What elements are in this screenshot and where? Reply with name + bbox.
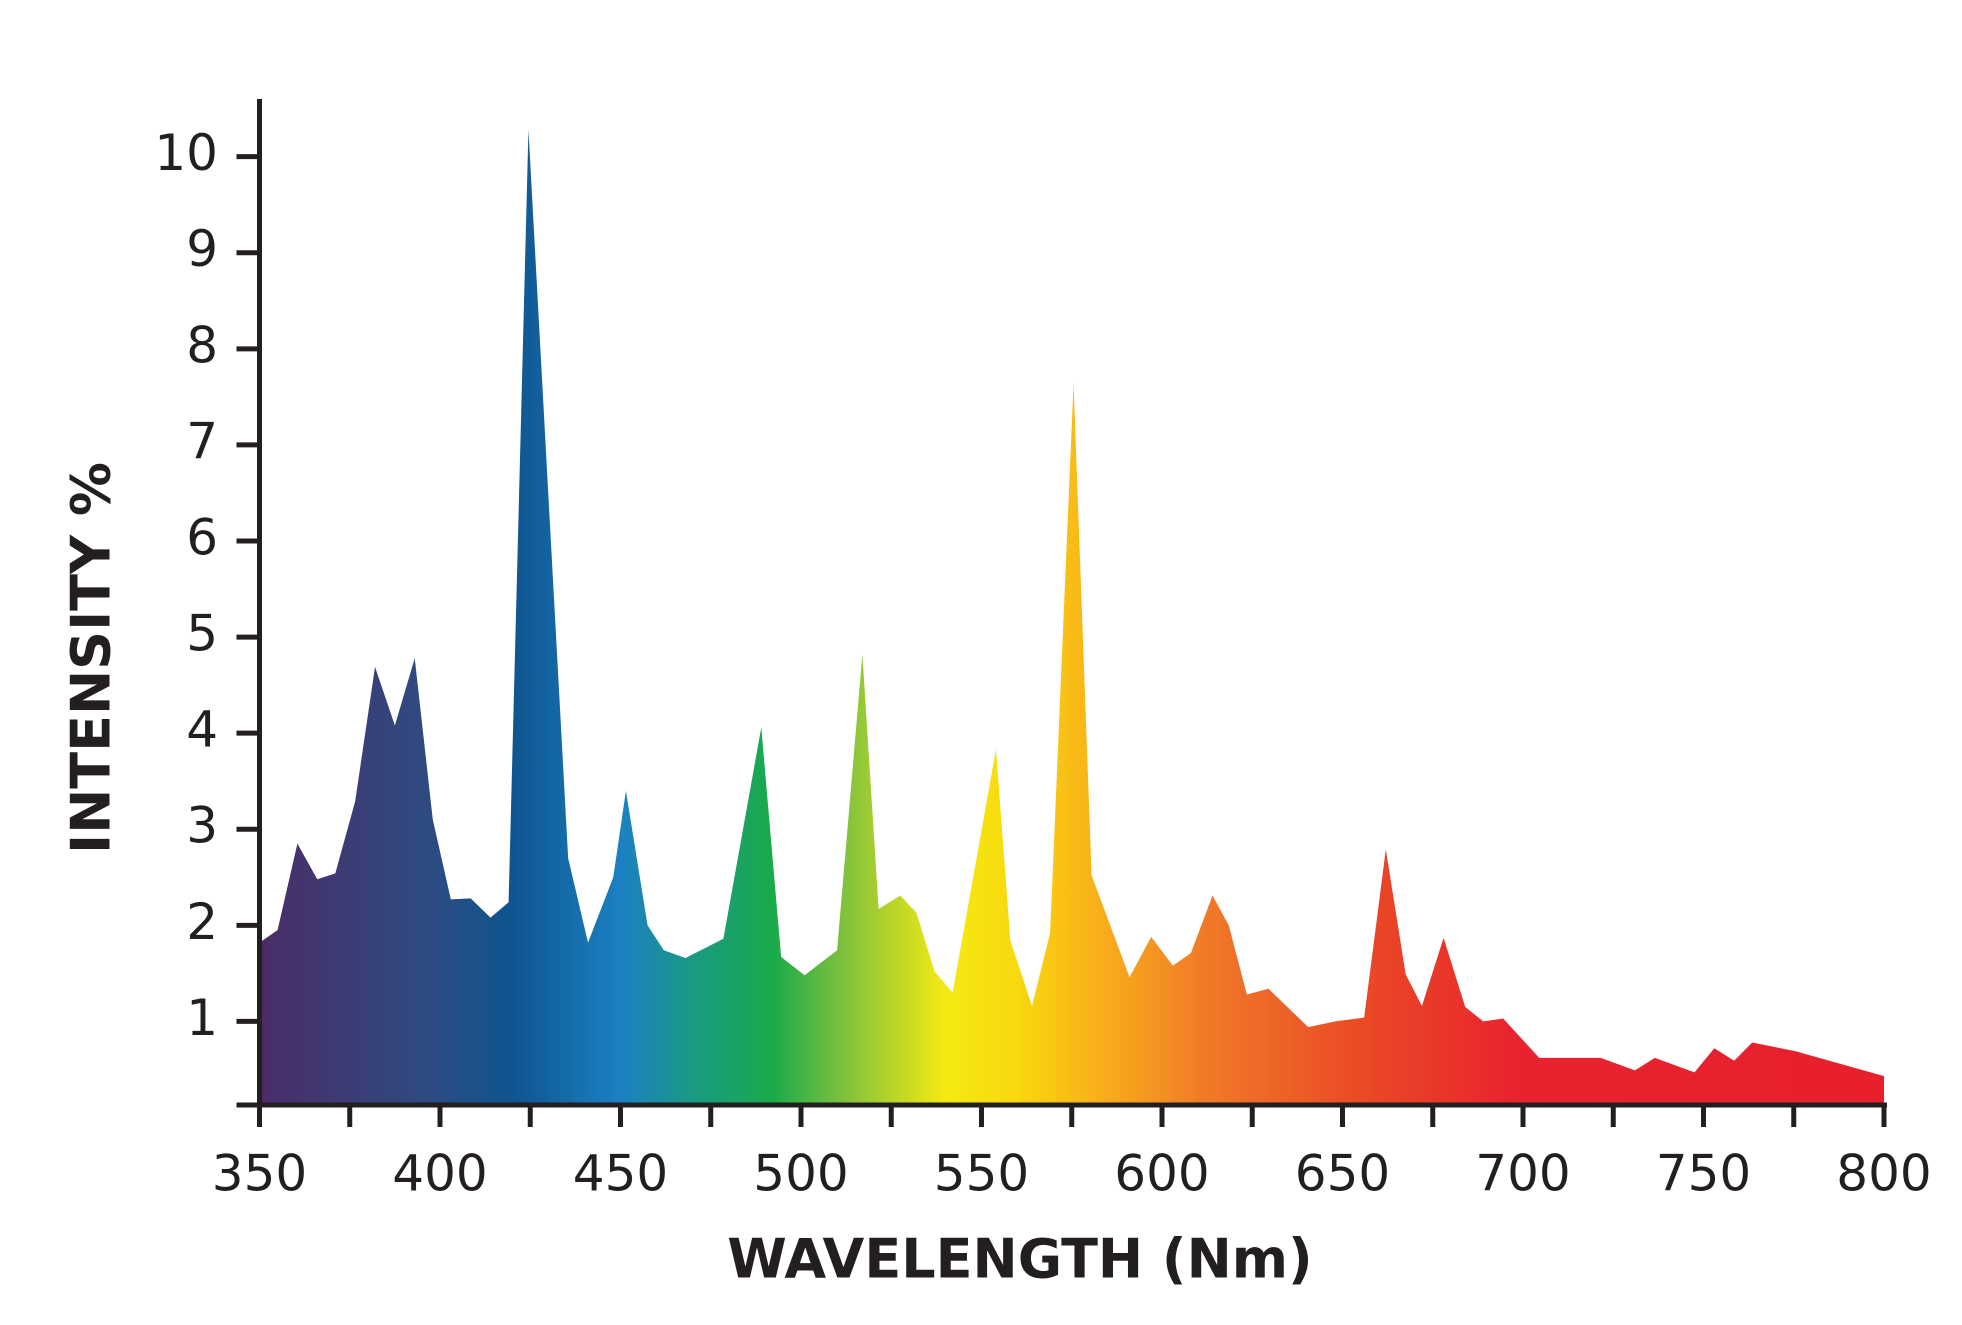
y-tick-label: 10 [154, 124, 218, 182]
x-axis-title: WAVELENGTH (Nm) [727, 1228, 1312, 1291]
x-tick-label: 750 [1656, 1145, 1751, 1203]
y-tick-label: 3 [186, 797, 218, 855]
x-tick-label: 450 [573, 1145, 668, 1203]
y-tick-label: 9 [186, 220, 218, 278]
y-tick-label: 4 [186, 701, 218, 759]
y-tick-label: 5 [186, 605, 218, 663]
x-tick-label: 800 [1836, 1145, 1931, 1203]
x-tick-label: 350 [212, 1145, 307, 1203]
x-tick-label: 600 [1114, 1145, 1209, 1203]
x-tick-label: 700 [1475, 1145, 1570, 1203]
y-tick-label: 7 [186, 412, 218, 470]
x-tick-label: 550 [934, 1145, 1029, 1203]
x-tick-label: 400 [392, 1145, 487, 1203]
y-tick-label: 2 [186, 893, 218, 951]
y-tick-label: 1 [186, 989, 218, 1047]
y-axis-title: INTENSITY % [60, 462, 123, 854]
x-tick-label: 650 [1295, 1145, 1390, 1203]
y-tick-label: 8 [186, 316, 218, 374]
y-tick-label: 6 [186, 508, 218, 566]
spectrum-area [259, 129, 1884, 1106]
x-tick-label: 500 [753, 1145, 848, 1203]
